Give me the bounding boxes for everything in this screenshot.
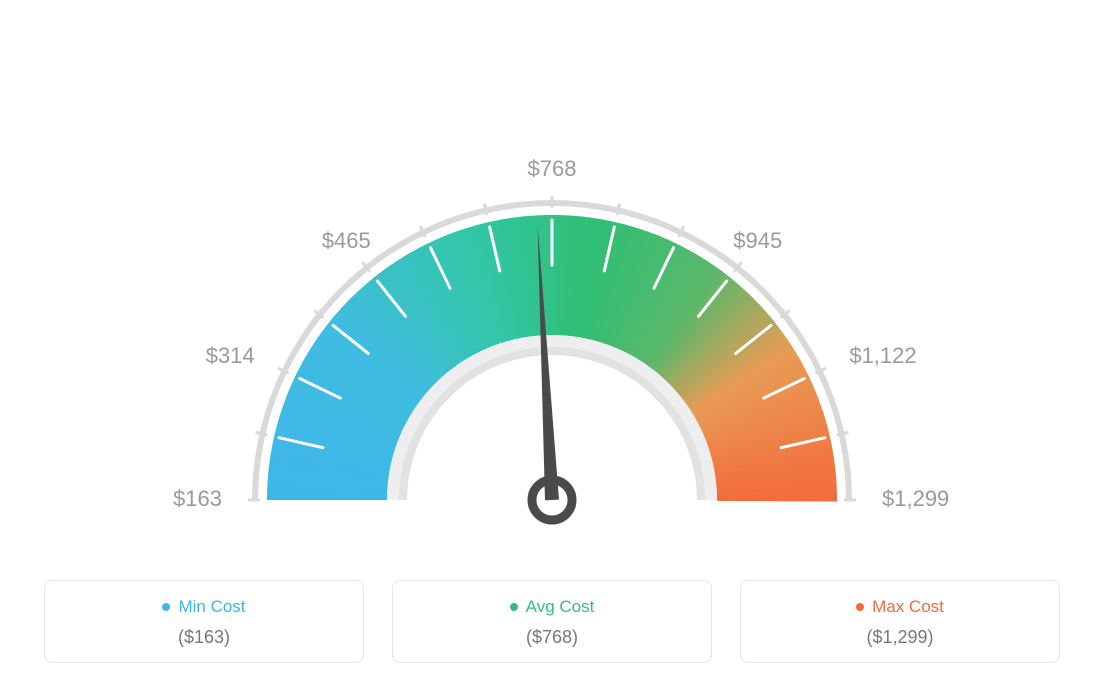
legend-value-min: ($163)	[55, 627, 353, 648]
gauge-area: $163 $314 $465 $768 $945 $1,122 $1,299	[0, 10, 1104, 570]
gauge-tick-label: $768	[528, 156, 577, 181]
gauge-tick-label: $1,299	[882, 486, 949, 511]
cost-gauge-chart: $163 $314 $465 $768 $945 $1,122 $1,299 Min Cos…	[0, 0, 1104, 683]
legend-card-max: Max Cost ($1,299)	[740, 580, 1060, 663]
legend-label-min: Min Cost	[178, 597, 245, 617]
gauge-tick-label: $945	[733, 228, 782, 253]
legend-label-avg: Avg Cost	[526, 597, 595, 617]
dot-icon	[510, 603, 518, 611]
legend-row: Min Cost ($163) Avg Cost ($768) Max Cost…	[0, 580, 1104, 683]
legend-title-max: Max Cost	[856, 597, 944, 617]
dot-icon	[856, 603, 864, 611]
gauge-tick-label: $163	[173, 486, 222, 511]
dot-icon	[162, 603, 170, 611]
legend-card-min: Min Cost ($163)	[44, 580, 364, 663]
legend-label-max: Max Cost	[872, 597, 944, 617]
legend-value-avg: ($768)	[403, 627, 701, 648]
gauge-tick-label: $465	[322, 228, 371, 253]
gauge-tick-label: $1,122	[849, 343, 916, 368]
legend-title-min: Min Cost	[162, 597, 245, 617]
legend-card-avg: Avg Cost ($768)	[392, 580, 712, 663]
gauge-tick-label: $314	[206, 343, 255, 368]
legend-title-avg: Avg Cost	[510, 597, 595, 617]
legend-value-max: ($1,299)	[751, 627, 1049, 648]
